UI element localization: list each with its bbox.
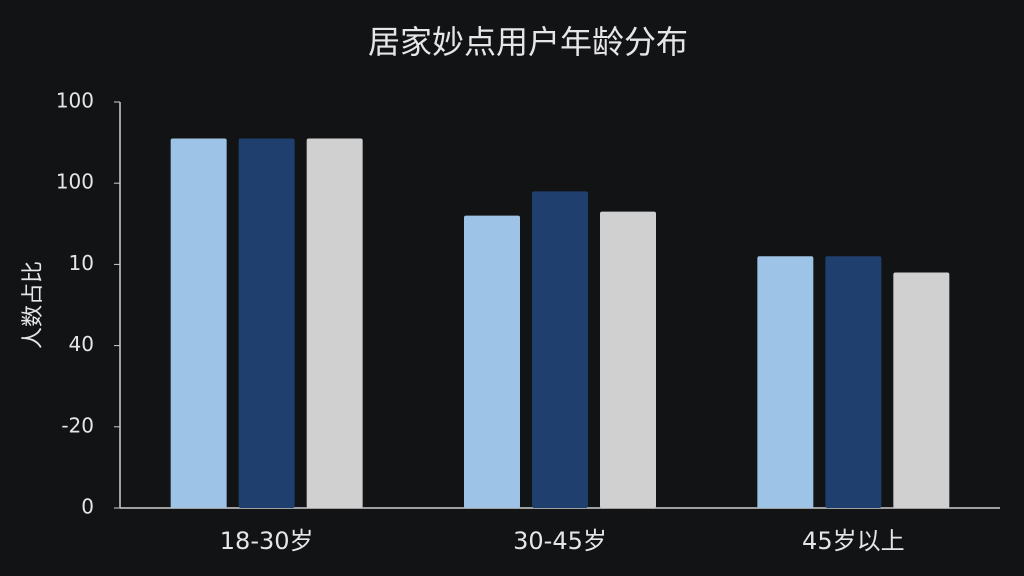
bar [825,256,882,508]
x-tick-label: 45岁以上 [802,527,905,555]
y-tick-label: -20 [61,413,94,437]
bar [600,211,656,508]
x-tick-label: 30-45岁 [513,527,607,555]
bar [238,138,295,509]
bar [170,138,227,509]
x-tick-label: 18-30岁 [220,527,314,555]
chart-title: 居家妙点用户年龄分布 [368,23,688,61]
y-tick-label: 100 [56,170,94,194]
bar [464,215,520,508]
y-axis-label: 人数占比 [21,261,46,349]
y-tick-label: 40 [69,332,94,356]
y-tick-label: 100 [56,89,94,113]
bar [532,191,588,508]
y-tick-label: 10 [69,251,94,275]
bar [306,138,363,509]
bar [757,256,814,508]
y-tick-label: 0 [81,495,94,519]
bar [893,272,950,508]
